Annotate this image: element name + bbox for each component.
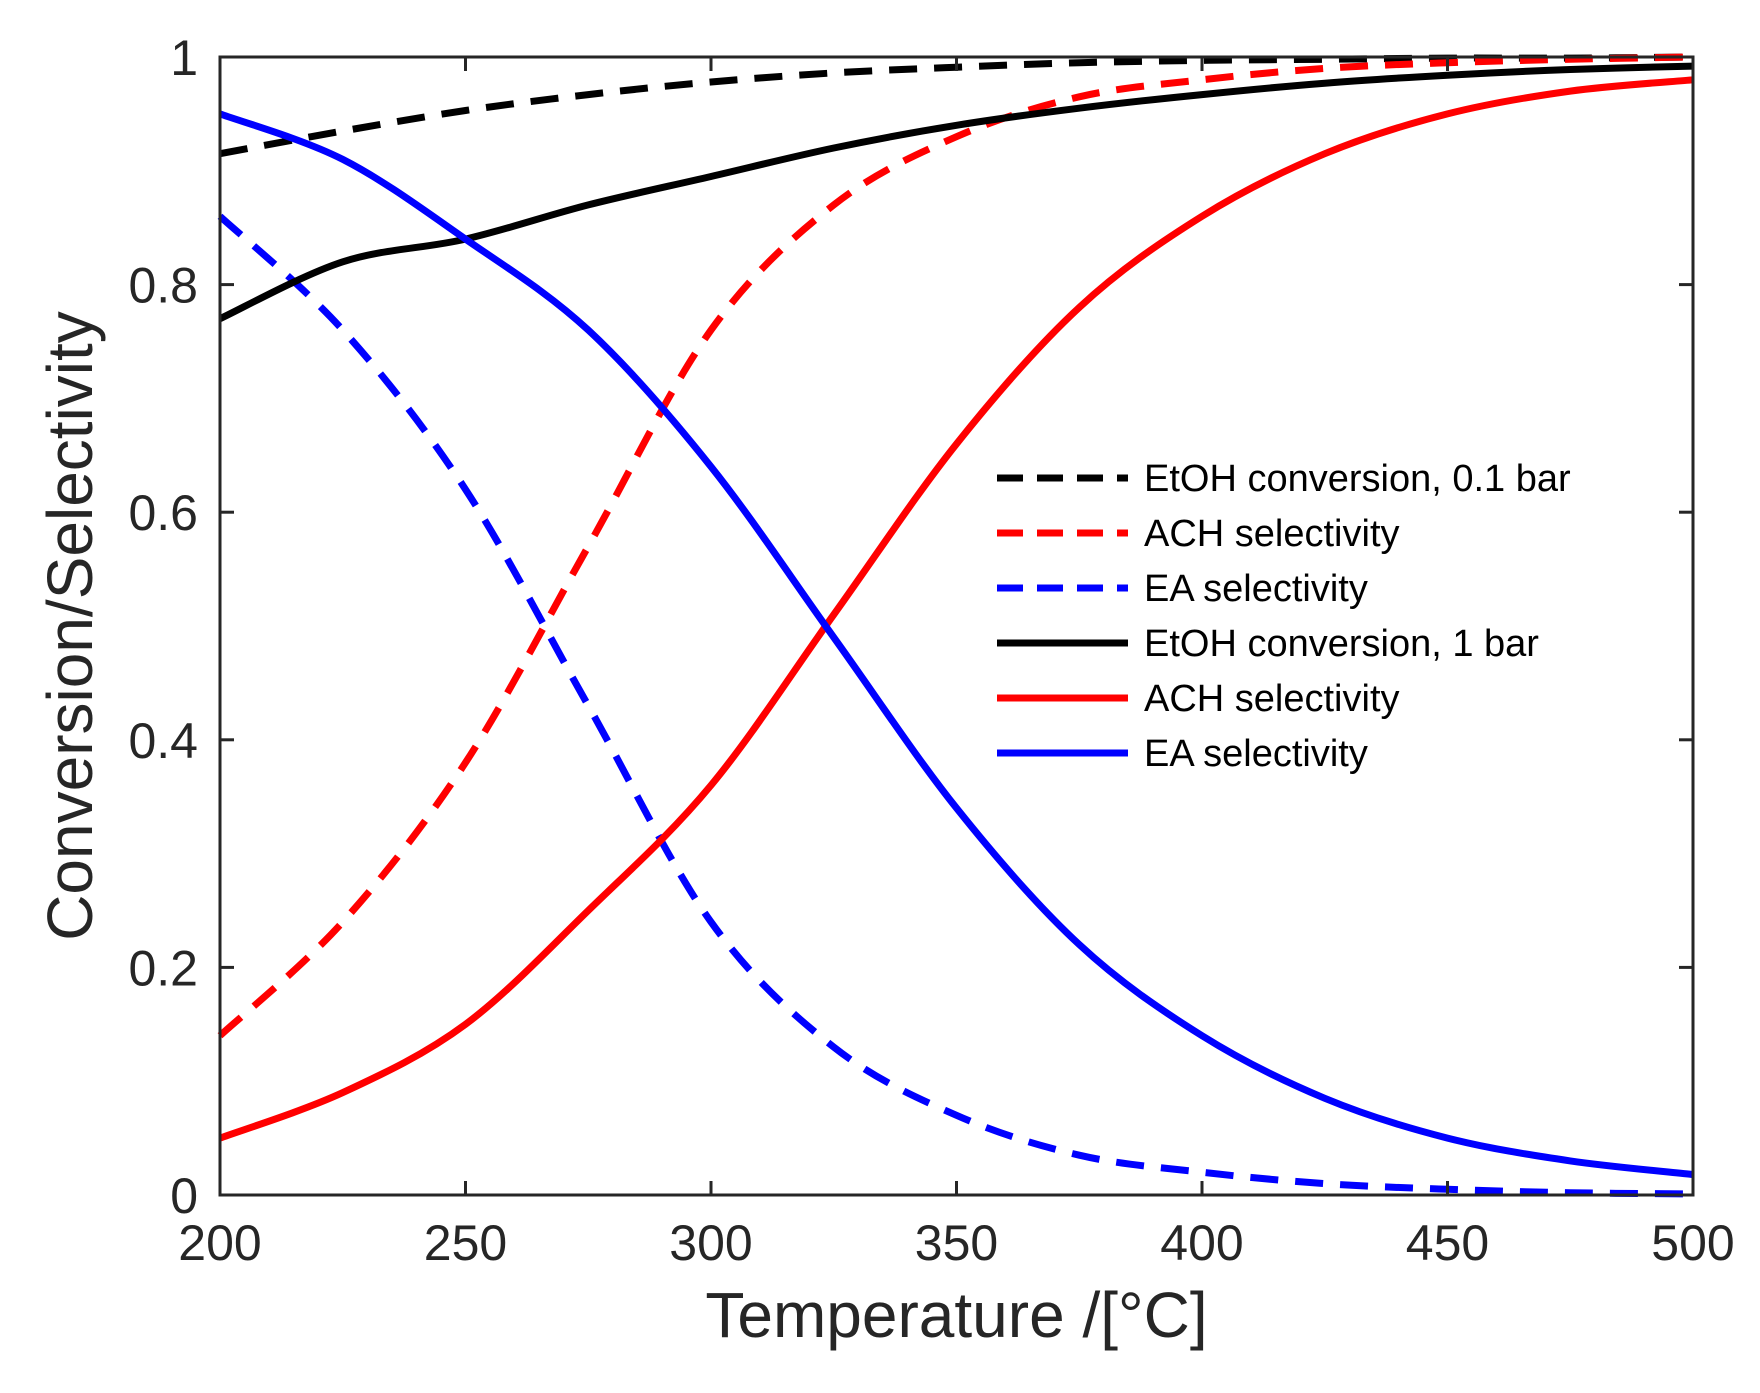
y-axis-title: Conversion/Selectivity xyxy=(34,311,106,941)
series-line-3 xyxy=(218,62,1694,322)
y-tick-label: 0.4 xyxy=(128,713,198,769)
x-tick-label: 400 xyxy=(1160,1215,1243,1271)
series-line-4 xyxy=(218,76,1694,1142)
legend-label-0: EtOH conversion, 0.1 bar xyxy=(1144,458,1571,500)
legend-label-2: EA selectivity xyxy=(1144,568,1368,610)
legend-label-5: EA selectivity xyxy=(1144,733,1368,775)
legend-label-4: ACH selectivity xyxy=(1144,678,1400,720)
y-tick-label: 0.2 xyxy=(128,940,198,996)
y-tick-label: 0.8 xyxy=(128,258,198,314)
series-line-1 xyxy=(217,53,1694,1039)
y-tick-label: 0.6 xyxy=(128,485,198,541)
x-axis-title: Temperature /[°C] xyxy=(705,1279,1207,1351)
x-tick-label: 200 xyxy=(178,1215,261,1271)
series-line-5 xyxy=(218,110,1694,1178)
x-tick-label: 450 xyxy=(1406,1215,1489,1271)
x-tick-label: 250 xyxy=(424,1215,507,1271)
legend-label-3: EtOH conversion, 1 bar xyxy=(1144,623,1539,665)
y-tick-label: 1 xyxy=(170,30,198,86)
legend: EtOH conversion, 0.1 bar ACH selectivity E… xyxy=(997,458,1571,775)
series-line-2 xyxy=(217,213,1694,1198)
x-tick-label: 300 xyxy=(669,1215,752,1271)
tick-layer: 200 250 300 350 400 450 500 0 0.2 0.4 0.6 0.8 1 xyxy=(128,30,1734,1271)
x-tick-label: 500 xyxy=(1651,1215,1734,1271)
x-tick-label: 350 xyxy=(915,1215,998,1271)
y-tick-label: 0 xyxy=(170,1168,198,1224)
legend-label-1: ACH selectivity xyxy=(1144,513,1400,555)
